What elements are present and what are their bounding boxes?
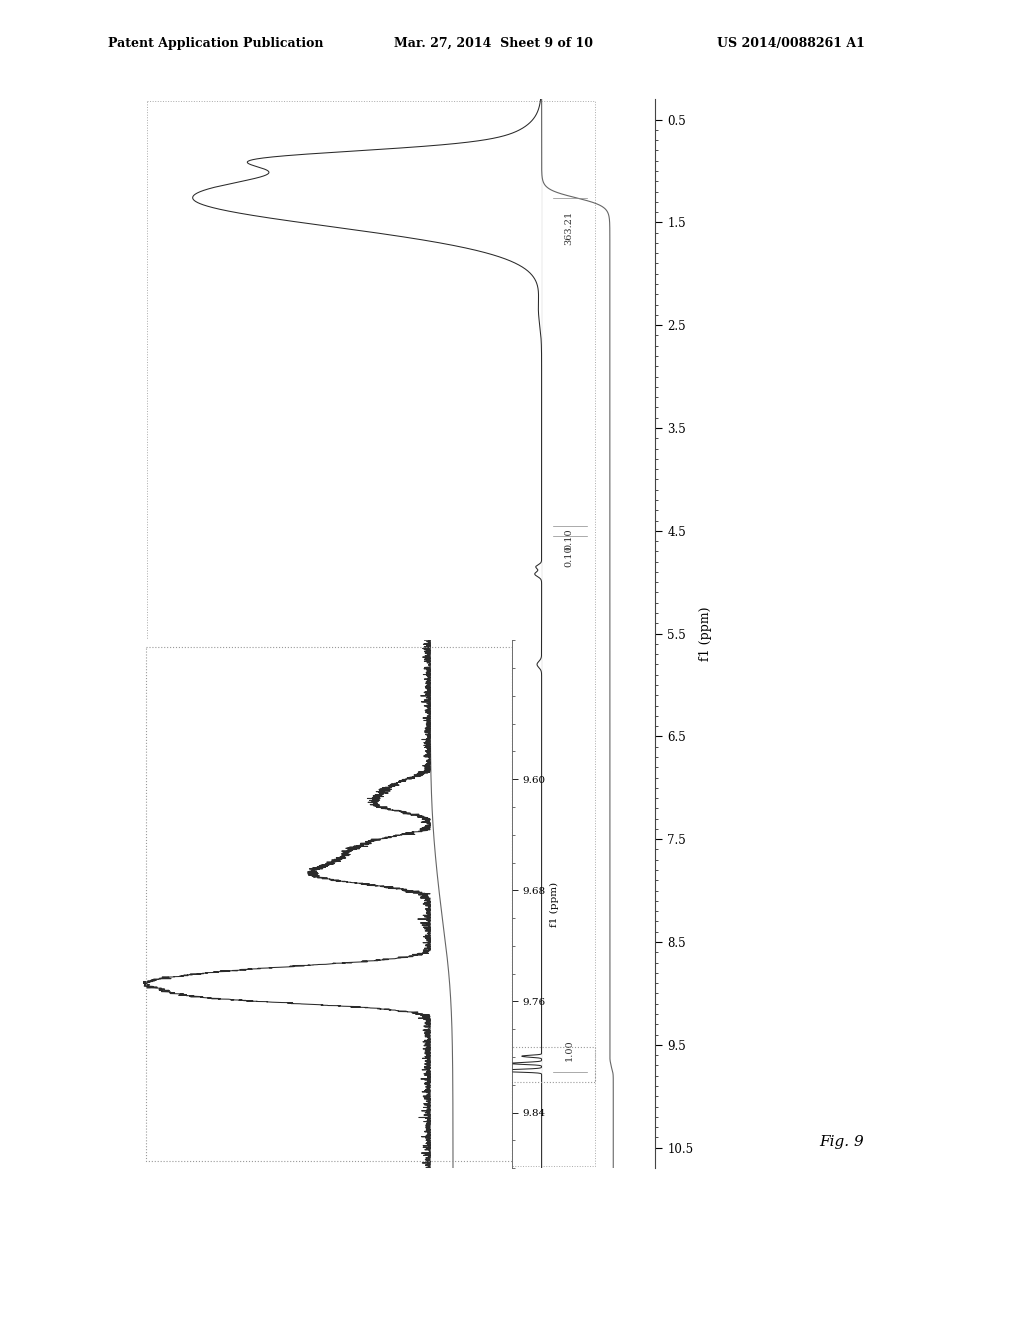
Text: Mar. 27, 2014  Sheet 9 of 10: Mar. 27, 2014 Sheet 9 of 10	[394, 37, 593, 50]
Text: Patent Application Publication: Patent Application Publication	[108, 37, 323, 50]
Bar	[386, 1047, 595, 1082]
Text: Fig. 9: Fig. 9	[819, 1135, 864, 1150]
Y-axis label: f1 (ppm): f1 (ppm)	[698, 606, 712, 661]
Text: 0.10: 0.10	[564, 545, 573, 568]
Text: 0.10: 0.10	[564, 528, 573, 550]
Bar	[147, 102, 595, 1166]
Text: US 2014/0088261 A1: US 2014/0088261 A1	[717, 37, 864, 50]
Y-axis label: f1 (ppm): f1 (ppm)	[550, 882, 559, 927]
Text: 1.00: 1.00	[564, 1039, 573, 1061]
Text: 363.21: 363.21	[564, 210, 573, 244]
